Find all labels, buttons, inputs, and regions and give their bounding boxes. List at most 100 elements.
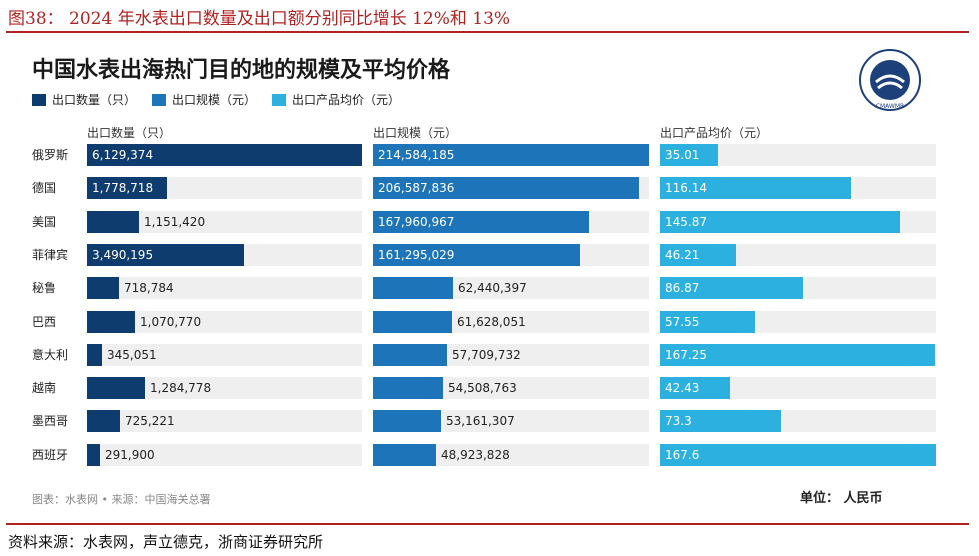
category-label: 秘鲁 — [32, 281, 57, 295]
bar-price — [660, 311, 755, 333]
bar-track-value — [373, 410, 649, 432]
bar-track-quantity — [87, 277, 362, 299]
value-label-price: 42.43 — [665, 381, 700, 395]
bar-price — [660, 377, 730, 399]
bar-value — [373, 444, 436, 466]
bar-price — [660, 444, 936, 466]
legend-swatch-value — [152, 93, 167, 106]
column-header-value: 出口规模（元） — [373, 126, 458, 140]
value-label-value: 161,295,029 — [378, 248, 455, 262]
figure-caption: 图38： 2024 年水表出口数量及出口额分别同比增长 12%和 13% — [8, 9, 511, 29]
column-header-price: 出口产品均价（元） — [660, 126, 769, 140]
value-label-value: 167,960,967 — [378, 215, 455, 229]
category-label: 美国 — [32, 215, 57, 229]
bar-value — [373, 177, 639, 199]
bar-quantity — [87, 211, 139, 233]
source-note: 资料来源：水表网，声立德克，浙商证券研究所 — [8, 533, 324, 551]
bar-value — [373, 410, 441, 432]
bar-quantity — [87, 277, 119, 299]
value-label-price: 116.14 — [665, 181, 707, 195]
category-label: 西班牙 — [32, 448, 69, 462]
bar-track-quantity — [87, 377, 362, 399]
source-rule — [6, 523, 969, 525]
value-label-value: 61,628,051 — [457, 315, 526, 329]
value-label-price: 86.87 — [665, 281, 700, 295]
bar-quantity — [87, 344, 102, 366]
bar-quantity — [87, 377, 145, 399]
caption-rule — [6, 31, 969, 33]
value-label-price: 35.01 — [665, 148, 700, 162]
category-label: 菲律宾 — [32, 248, 69, 262]
bar-price — [660, 344, 935, 366]
legend-item-price: 出口产品均价（元） — [272, 91, 400, 108]
bar-price — [660, 211, 900, 233]
legend-swatch-quantity — [32, 93, 46, 106]
value-label-price: 73.3 — [665, 414, 692, 428]
bar-track-value — [373, 444, 649, 466]
bar-price — [660, 177, 851, 199]
legend: 出口数量（只） 出口规模（元） 出口产品均价（元） — [32, 91, 400, 108]
bar-quantity — [87, 311, 135, 333]
value-label-quantity: 718,784 — [124, 281, 174, 295]
value-label-value: 48,923,828 — [441, 448, 510, 462]
value-label-quantity: 1,151,420 — [144, 215, 206, 229]
legend-label-quantity: 出口数量（只） — [52, 93, 137, 107]
value-label-value: 206,587,836 — [378, 181, 455, 195]
category-label: 德国 — [32, 181, 57, 195]
bar-quantity — [87, 144, 362, 166]
column-header-quantity: 出口数量（只） — [87, 126, 172, 140]
association-logo: CMAWMR — [859, 49, 921, 111]
bar-price — [660, 410, 781, 432]
value-label-quantity: 1,070,770 — [140, 315, 202, 329]
chart-title: 中国水表出海热门目的地的规模及平均价格 — [32, 58, 451, 83]
legend-item-quantity: 出口数量（只） — [32, 91, 136, 108]
value-label-quantity: 291,900 — [105, 448, 155, 462]
category-label: 墨西哥 — [32, 414, 69, 428]
value-label-value: 54,508,763 — [448, 381, 517, 395]
bar-value — [373, 311, 452, 333]
category-label: 俄罗斯 — [32, 148, 69, 162]
bar-price — [660, 244, 736, 266]
bar-value — [373, 344, 447, 366]
bar-value — [373, 244, 580, 266]
category-label: 越南 — [32, 381, 57, 395]
bar-value — [373, 277, 453, 299]
bar-track-quantity — [87, 444, 362, 466]
value-label-price: 167.6 — [665, 448, 700, 462]
category-label: 意大利 — [32, 348, 69, 362]
legend-swatch-price — [272, 93, 287, 106]
chart-footer-source: 图表：水表网 • 来源：中国海关总署 — [32, 493, 211, 506]
value-label-quantity: 345,051 — [107, 348, 157, 362]
bar-track-quantity — [87, 211, 362, 233]
unit-label: 单位： 人民币 — [800, 491, 883, 506]
value-label-price: 145.87 — [665, 215, 707, 229]
legend-label-value: 出口规模（元） — [172, 93, 257, 107]
bar-track-quantity — [87, 311, 362, 333]
category-label: 巴西 — [32, 315, 57, 329]
value-label-quantity: 6,129,374 — [92, 148, 154, 162]
value-label-quantity: 1,284,778 — [150, 381, 212, 395]
value-label-price: 46.21 — [665, 248, 700, 262]
value-label-value: 214,584,185 — [378, 148, 455, 162]
value-label-value: 53,161,307 — [446, 414, 515, 428]
bar-quantity — [87, 444, 100, 466]
legend-label-price: 出口产品均价（元） — [292, 93, 401, 107]
bar-quantity — [87, 410, 120, 432]
legend-item-value: 出口规模（元） — [152, 91, 256, 108]
bar-quantity — [87, 177, 167, 199]
value-label-value: 57,709,732 — [452, 348, 521, 362]
value-label-value: 62,440,397 — [458, 281, 527, 295]
bar-value — [373, 211, 589, 233]
logo-text: CMAWMR — [876, 103, 904, 110]
bar-value — [373, 377, 443, 399]
value-label-quantity: 725,221 — [125, 414, 175, 428]
bar-price — [660, 277, 803, 299]
value-label-price: 167.25 — [665, 348, 707, 362]
value-label-quantity: 3,490,195 — [92, 248, 154, 262]
bar-track-quantity — [87, 344, 362, 366]
value-label-quantity: 1,778,718 — [92, 181, 154, 195]
bar-track-quantity — [87, 410, 362, 432]
bar-price — [660, 144, 718, 166]
value-label-price: 57.55 — [665, 315, 700, 329]
bar-value — [373, 144, 649, 166]
